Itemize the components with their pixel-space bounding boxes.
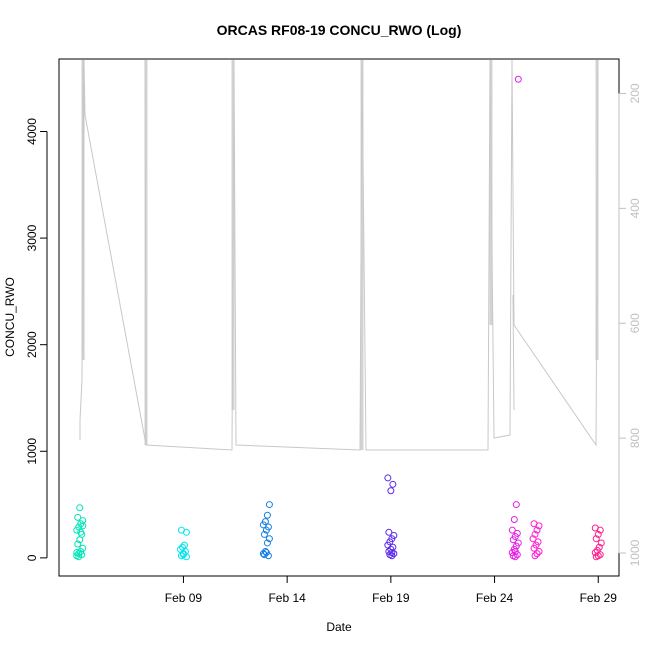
chart-title: ORCAS RF08-19 CONCU_RWO (Log) <box>217 22 462 38</box>
data-point <box>535 547 543 555</box>
data-point <box>260 530 268 538</box>
data-point <box>260 551 268 559</box>
data-point <box>531 530 539 538</box>
data-point <box>390 531 398 539</box>
right-tick-label: 800 <box>628 428 642 448</box>
data-point <box>591 549 599 557</box>
y-tick-label: 1000 <box>25 438 39 465</box>
data-point <box>386 551 394 559</box>
data-point <box>73 549 81 557</box>
data-point <box>261 518 269 526</box>
x-axis-label: Date <box>326 620 352 634</box>
data-point <box>384 474 392 482</box>
data-point <box>534 538 542 546</box>
data-points <box>73 75 605 561</box>
data-point <box>389 480 397 488</box>
x-tick-label: Feb 09 <box>165 591 203 605</box>
x-axis: Feb 09 Feb 14 Feb 19 Feb 24 Feb 29 <box>165 575 618 605</box>
data-point <box>75 553 83 561</box>
data-point <box>511 547 519 555</box>
data-point <box>533 550 541 558</box>
data-point <box>177 526 185 534</box>
data-point <box>79 517 87 525</box>
altitude-profile-band <box>231 60 235 410</box>
data-point <box>262 549 270 557</box>
data-point <box>76 504 84 512</box>
data-point <box>385 528 393 536</box>
data-point <box>259 550 267 558</box>
right-tick-label: 1000 <box>628 539 642 566</box>
data-point <box>591 524 599 532</box>
data-point <box>595 543 603 551</box>
data-point <box>79 522 87 530</box>
x-tick-label: Feb 19 <box>372 591 410 605</box>
x-tick-label: Feb 24 <box>476 591 514 605</box>
data-point <box>512 501 520 509</box>
data-point <box>514 539 522 547</box>
data-point <box>261 547 269 555</box>
altitude-profile-band <box>144 60 148 445</box>
x-tick-label: Feb 14 <box>268 591 306 605</box>
y-tick-label: 0 <box>25 554 39 561</box>
right-tick-label: 200 <box>628 83 642 103</box>
data-point <box>263 539 271 547</box>
right-tick-label: 400 <box>628 198 642 218</box>
y-tick-label: 4000 <box>25 118 39 145</box>
data-point <box>263 511 271 519</box>
altitude-profile-band <box>595 60 599 360</box>
y-axis: 0 1000 2000 3000 4000 <box>25 118 48 561</box>
data-point <box>533 526 541 534</box>
data-point <box>388 549 396 557</box>
y-tick-label: 2000 <box>25 331 39 358</box>
data-point <box>74 540 82 548</box>
x-tick-label: Feb 29 <box>580 591 618 605</box>
data-point <box>387 487 395 495</box>
altitude-profile-band <box>489 60 493 325</box>
data-point <box>509 552 517 560</box>
data-point <box>510 516 518 524</box>
data-point <box>178 543 186 551</box>
data-point <box>529 535 537 543</box>
y-tick-label: 3000 <box>25 224 39 251</box>
right-tick-label: 600 <box>628 313 642 333</box>
data-point <box>265 535 273 543</box>
data-point <box>180 541 188 549</box>
altitude-profile <box>79 59 599 451</box>
y-axis-label: CONCU_RWO <box>3 277 17 357</box>
data-point <box>179 551 187 559</box>
data-point <box>508 526 516 534</box>
data-point <box>385 547 393 555</box>
data-point <box>265 501 273 509</box>
right-axis: 200 400 600 800 1000 <box>618 83 642 566</box>
altitude-profile-line <box>512 294 515 411</box>
data-point <box>176 545 184 553</box>
data-point <box>592 535 600 543</box>
data-point <box>531 552 539 560</box>
plot-frame <box>58 58 620 577</box>
data-point <box>79 544 87 552</box>
data-point <box>514 75 522 83</box>
data-point <box>77 528 85 536</box>
altitude-profile-band <box>81 60 85 360</box>
altitude-profile-band <box>360 60 364 450</box>
data-point <box>594 530 602 538</box>
data-point <box>530 520 538 528</box>
data-point <box>513 529 521 537</box>
data-point <box>74 513 82 521</box>
data-point <box>597 539 605 547</box>
altitude-profile-line <box>79 59 599 451</box>
